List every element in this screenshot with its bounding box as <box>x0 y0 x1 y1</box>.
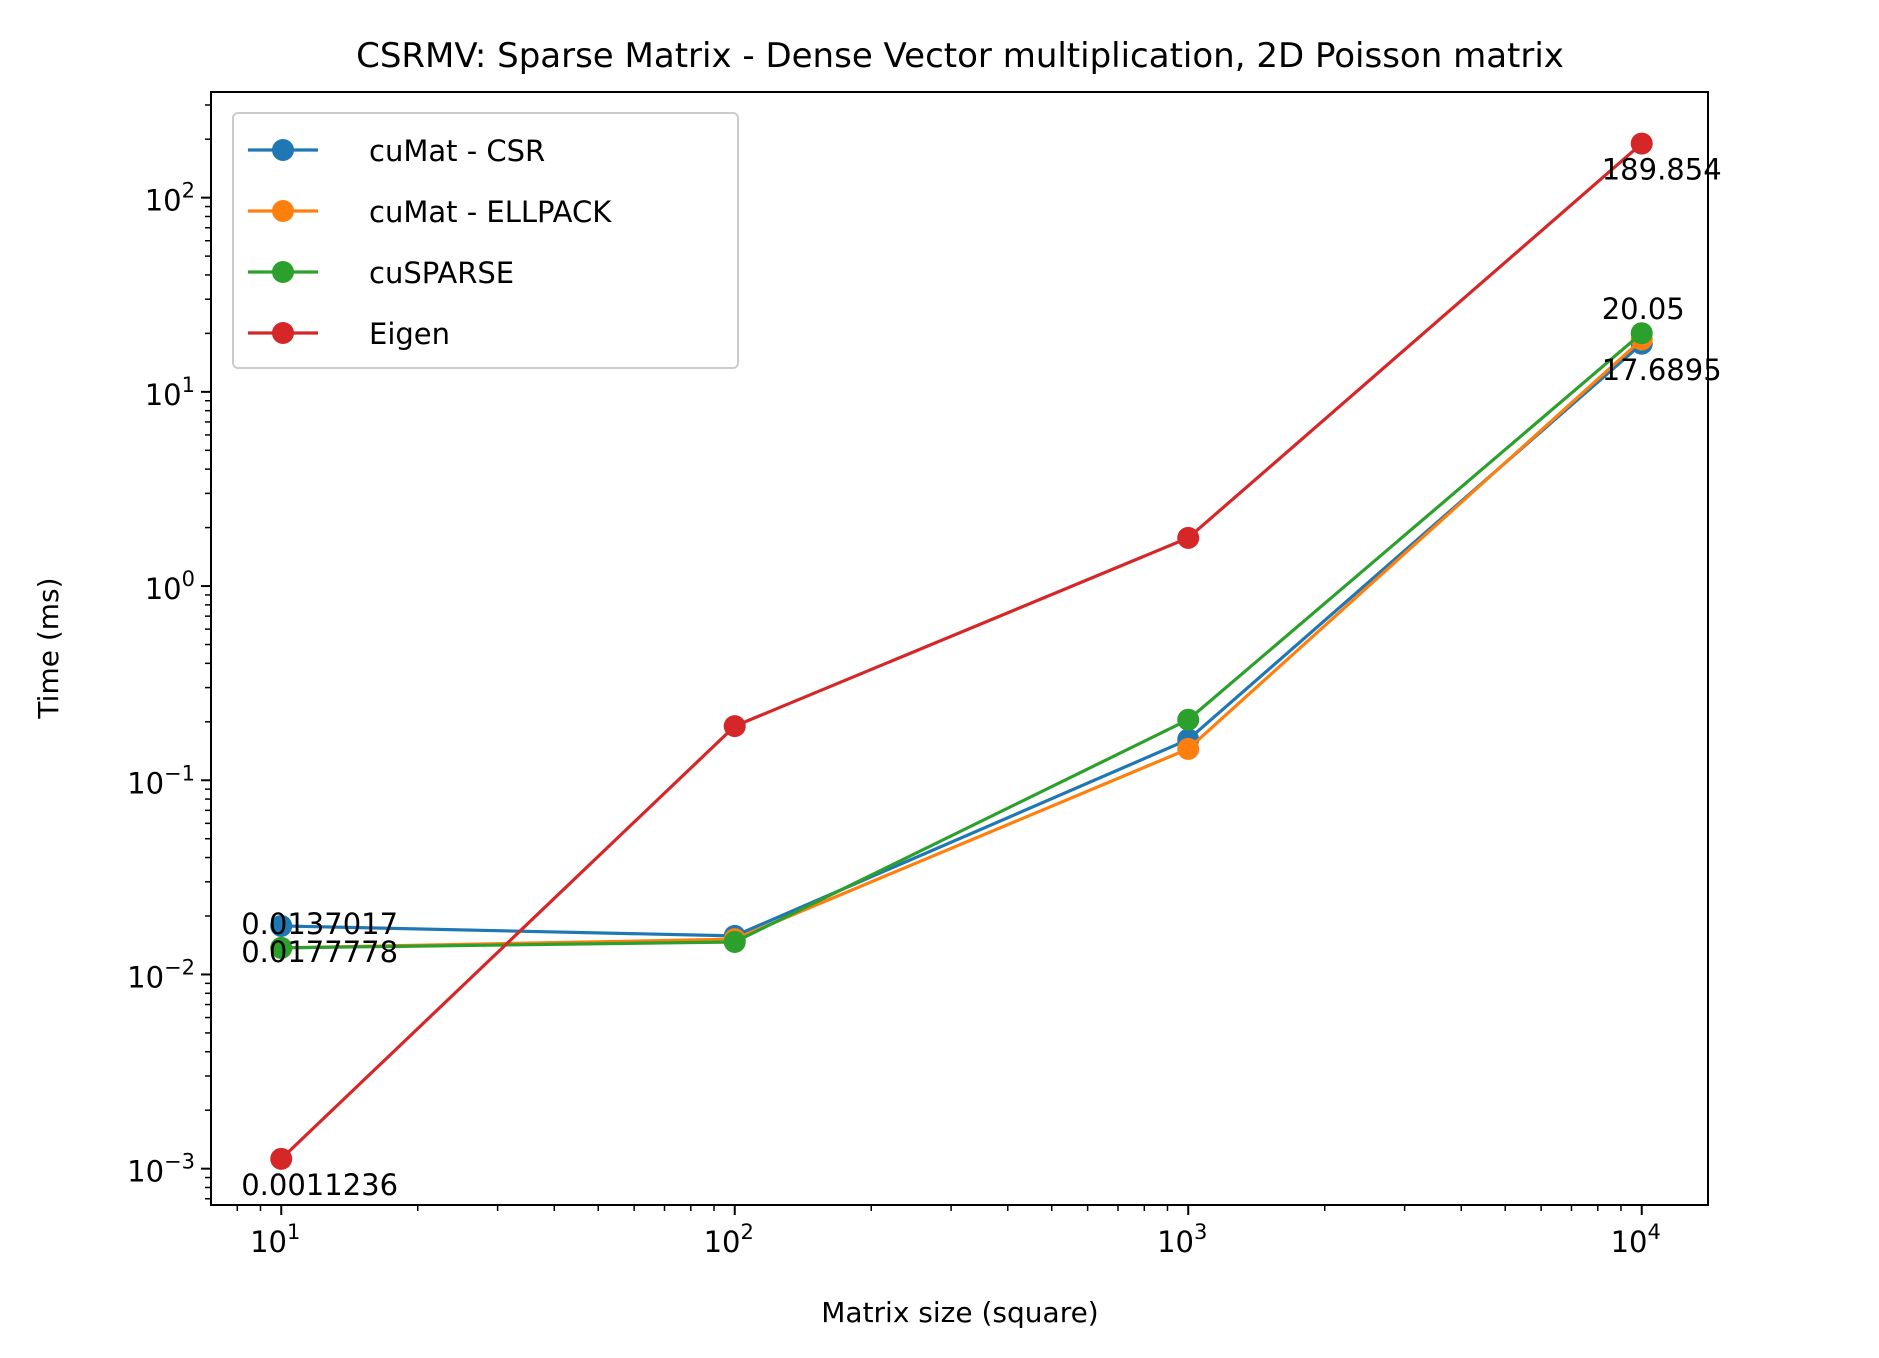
legend-item: cuSPARSE <box>248 256 514 290</box>
chart-title: CSRMV: Sparse Matrix - Dense Vector mult… <box>356 36 1564 76</box>
x-tick-label: 101 <box>250 1220 300 1259</box>
legend-item: cuMat - CSR <box>248 134 545 168</box>
legend-box <box>232 112 739 369</box>
x-tick-label: 104 <box>1611 1220 1661 1259</box>
legend-label: Eigen <box>369 317 450 351</box>
x-tick-label-exponent: 4 <box>1647 1220 1660 1244</box>
x-axis-label: Matrix size (square) <box>821 1296 1098 1329</box>
y-tick-label: 102 <box>145 179 195 218</box>
y-tick-label-exponent: −3 <box>164 1150 195 1174</box>
data-point <box>1177 737 1200 760</box>
data-label: 17.6895 <box>1602 353 1722 387</box>
series-line <box>281 331 1643 950</box>
data-point <box>270 936 293 959</box>
data-point <box>723 715 746 738</box>
legend-marker <box>272 200 294 222</box>
y-axis-label: Time (ms) <box>32 577 65 719</box>
x-tick-label-exponent: 3 <box>1194 1220 1207 1244</box>
legend-marker <box>272 322 294 344</box>
legend-item: cuMat - ELLPACK <box>248 195 612 229</box>
y-tick-label-exponent: 2 <box>182 179 195 203</box>
y-tick-label: 10−1 <box>127 761 195 800</box>
series-eigen <box>270 132 1653 1170</box>
y-tick-label: 101 <box>145 373 195 412</box>
y-tick-label: 100 <box>145 567 195 606</box>
x-tick-label-base: 10 <box>704 1225 741 1259</box>
y-tick-label: 10−3 <box>127 1150 195 1189</box>
x-tick-label-base: 10 <box>1611 1225 1648 1259</box>
x-tick-label: 102 <box>704 1220 754 1259</box>
data-point <box>270 1147 293 1170</box>
y-tick-label-exponent: 1 <box>182 373 195 397</box>
x-axis: 101 102 103 104 <box>250 1205 1661 1259</box>
y-tick-label-exponent: −2 <box>164 955 195 979</box>
y-tick-label-base: 10 <box>145 378 182 412</box>
legend-item: Eigen <box>248 317 450 351</box>
series-cusparse <box>270 322 1653 959</box>
data-point <box>1630 132 1653 155</box>
legend-marker <box>272 139 294 161</box>
y-tick-label-base: 10 <box>127 1155 164 1189</box>
y-tick-label-exponent: −1 <box>164 761 195 785</box>
y-tick-label-base: 10 <box>145 184 182 218</box>
y-tick-label-exponent: 0 <box>182 567 195 591</box>
x-tick-label: 103 <box>1157 1220 1207 1259</box>
data-point <box>1177 708 1200 731</box>
x-tick-label-base: 10 <box>250 1225 287 1259</box>
x-minor-ticks <box>236 1205 1622 1211</box>
data-point <box>1630 322 1653 345</box>
legend-marker <box>272 261 294 283</box>
series-line <box>280 142 1643 1160</box>
legend: cuMat - CSR cuMat - ELLPACK cuSPARSE Eigen <box>232 112 739 369</box>
legend-label: cuMat - CSR <box>369 134 545 168</box>
data-label: 20.05 <box>1602 292 1685 326</box>
y-tick-label-base: 10 <box>145 572 182 606</box>
y-tick-label: 10−2 <box>127 955 195 994</box>
data-label: 0.0137017 <box>241 907 398 941</box>
series-line <box>281 342 1643 938</box>
data-label: 189.854 <box>1602 153 1722 187</box>
data-point <box>723 930 746 953</box>
legend-label: cuMat - ELLPACK <box>369 195 612 229</box>
x-tick-label-exponent: 2 <box>741 1220 754 1244</box>
x-tick-label-base: 10 <box>1157 1225 1194 1259</box>
data-point <box>270 914 293 937</box>
legend-label: cuSPARSE <box>369 256 514 290</box>
y-minor-ticks <box>205 104 211 1200</box>
data-label: 0.0177778 <box>241 935 398 969</box>
y-tick-label-base: 10 <box>127 960 164 994</box>
series-layer <box>270 132 1653 1170</box>
data-label: 0.0011236 <box>241 1168 398 1202</box>
data-point <box>1177 526 1200 549</box>
y-tick-label-base: 10 <box>127 766 164 800</box>
x-tick-label-exponent: 1 <box>287 1220 300 1244</box>
